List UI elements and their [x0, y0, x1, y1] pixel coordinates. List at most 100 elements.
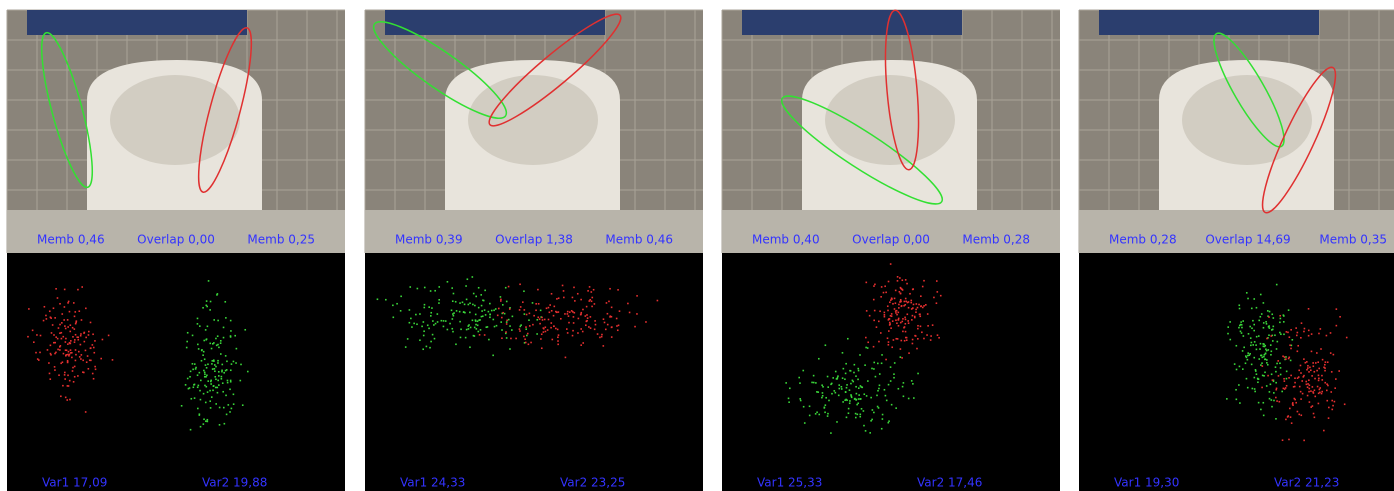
scatter-dot: [1265, 348, 1267, 350]
scatter-dot: [502, 312, 504, 314]
scatter-dot: [563, 297, 565, 299]
scatter-dot: [636, 295, 638, 297]
scatter-dot: [218, 384, 220, 386]
scatter-dot: [865, 347, 867, 349]
scatter-dot: [58, 374, 60, 376]
scatter-dot: [226, 360, 228, 362]
scatter-dot: [1336, 325, 1338, 327]
scatter-dot: [64, 372, 66, 374]
scatter-dot: [222, 391, 224, 393]
scatter-dot: [74, 328, 76, 330]
scatter-dot: [219, 407, 221, 409]
scatter-dot: [657, 300, 659, 302]
scatter-dot: [431, 307, 433, 309]
scatter-dot: [434, 290, 436, 292]
scatter-dot: [526, 314, 528, 316]
scatter-dot: [551, 310, 553, 312]
scatter-dot: [815, 382, 817, 384]
scatter-dot: [917, 373, 919, 375]
scatter-dot: [629, 312, 631, 314]
scatter-dot: [858, 387, 860, 389]
scatter-dot: [217, 392, 219, 394]
scatter-dot: [889, 318, 891, 320]
scatter-dot: [870, 420, 872, 422]
scatter-dot: [475, 296, 477, 298]
scatter-dot: [53, 334, 55, 336]
floor: [722, 210, 1060, 253]
scatter-dot: [889, 322, 891, 324]
scatter-dot: [1288, 377, 1290, 379]
scatter-dot: [1297, 411, 1299, 413]
scatter-dot: [1324, 364, 1326, 366]
scatter-dot: [1283, 333, 1285, 335]
scatter-dot: [1275, 397, 1277, 399]
scatter-dot: [214, 376, 216, 378]
scatter-dot: [861, 408, 863, 410]
scatter-dot: [900, 301, 902, 303]
scatter-dot: [207, 326, 209, 328]
scatter-dot: [568, 322, 570, 324]
scatter-dot: [1285, 358, 1287, 360]
scatter-dot: [222, 382, 224, 384]
scatter-dot: [873, 299, 875, 301]
scatter-dot: [1246, 378, 1248, 380]
scatter-dot: [396, 303, 398, 305]
scatter-dot: [841, 388, 843, 390]
scatter-dot: [887, 422, 889, 424]
scatter-dot: [199, 325, 201, 327]
scatter-dot: [1247, 359, 1249, 361]
scatter-dot: [1310, 390, 1312, 392]
scatter-dot: [573, 287, 575, 289]
scatter-dot: [563, 290, 565, 292]
scatter-dot: [1298, 370, 1300, 372]
scatter-dot: [421, 326, 423, 328]
scatter-dot: [1255, 369, 1257, 371]
scatter-dot: [506, 323, 508, 325]
scatter-dot: [545, 331, 547, 333]
figure: Memb 0,46Overlap 0,00Memb 0,25Var1 17,09…: [0, 0, 1394, 491]
scatter-dot: [585, 315, 587, 317]
scatter-dot: [1256, 307, 1258, 309]
scatter-dot: [438, 302, 440, 304]
scatter-dot: [429, 347, 431, 349]
scatter-dot: [893, 373, 895, 375]
scatter-dot: [589, 286, 591, 288]
scatter-dot: [1270, 335, 1272, 337]
scatter-dot: [847, 338, 849, 340]
scatter-dot: [920, 305, 922, 307]
membership-right: Memb 0,46: [605, 233, 673, 247]
scatter-dot: [838, 395, 840, 397]
scatter-dot: [1276, 400, 1278, 402]
scatter-dot: [535, 303, 537, 305]
scatter-dot: [1262, 365, 1264, 367]
scatter-dot: [493, 319, 495, 321]
scatter-dot: [1280, 318, 1282, 320]
scatter-dot: [906, 337, 908, 339]
scatter-dot: [930, 335, 932, 337]
scatter-dot: [1267, 364, 1269, 366]
scatter-dot: [618, 325, 620, 327]
scatter-dot: [94, 366, 96, 368]
scatter-dot: [1272, 340, 1274, 342]
scatter-dot: [1271, 329, 1273, 331]
scatter-dot: [1247, 387, 1249, 389]
scatter-dot: [1300, 391, 1302, 393]
scatter-dot: [1275, 366, 1277, 368]
scatter-dot: [75, 354, 77, 356]
scatter-dot: [39, 352, 41, 354]
scatter-dot: [218, 375, 220, 377]
scatter-dot: [205, 420, 207, 422]
scatter-dot: [74, 339, 76, 341]
scatter-dot: [224, 301, 226, 303]
scatter-dot: [913, 304, 915, 306]
scatter-dot: [213, 385, 215, 387]
scatter-dot: [884, 316, 886, 318]
scatter-dot: [532, 324, 534, 326]
scatter-dot: [552, 339, 554, 341]
scatter-dot: [533, 315, 535, 317]
scatter-dot: [867, 380, 869, 382]
scatter-dot: [567, 311, 569, 313]
scatter-dot: [240, 380, 242, 382]
scatter-dot: [197, 323, 199, 325]
scatter-dot: [1330, 391, 1332, 393]
